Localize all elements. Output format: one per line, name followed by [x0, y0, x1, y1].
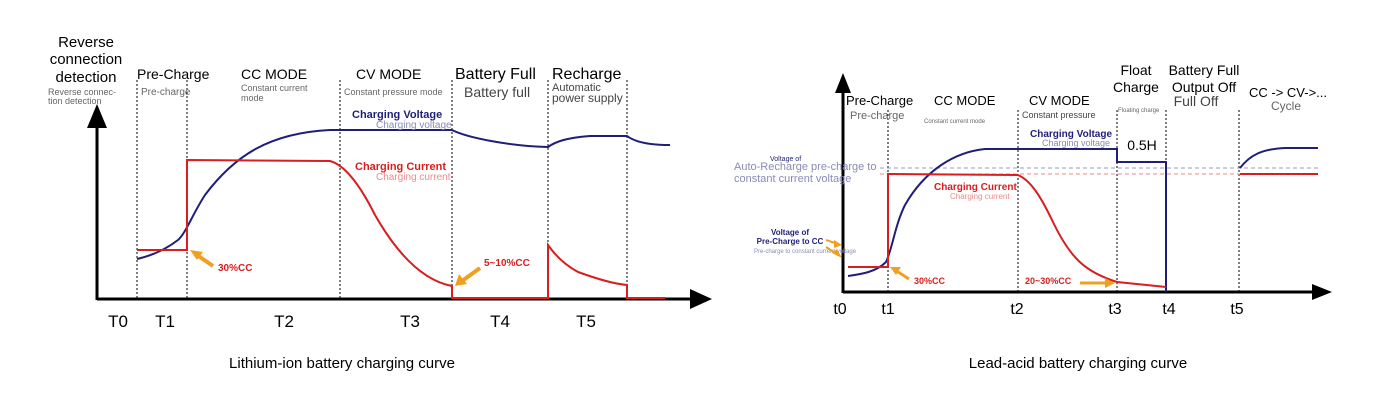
li-phase-1-sub: Pre-charge	[141, 87, 191, 98]
pb-precharge-sub: Pre-charge to constant current voltage	[754, 249, 857, 255]
li-current-label: Charging Current	[355, 161, 446, 173]
li-arrow-5-10cc	[455, 266, 482, 286]
pb-voltage-sub: Charging voltage	[1042, 138, 1110, 148]
pb-phase-2-title: CV MODE	[1029, 93, 1090, 108]
li-time-t0: T0	[108, 312, 128, 331]
pb-phase-5-sub: Cycle	[1271, 99, 1301, 113]
pb-ann-20-30cc: 20~30%CC	[1025, 276, 1072, 286]
pb-time-t3: t3	[1108, 301, 1121, 318]
li-voltage-sub: Charging voltage	[376, 120, 452, 131]
li-current-sub: Charging current	[376, 172, 451, 183]
pb-y-axis-arrow	[835, 73, 851, 93]
lithium-ion-diagram: Reverse connection detection Reverse con…	[48, 34, 712, 372]
pb-phase-4-title2: Output Off	[1172, 79, 1236, 95]
pb-phase-3-title2: Charge	[1113, 79, 1159, 95]
li-caption: Lithium-ion battery charging curve	[229, 355, 455, 372]
li-phase-0-title: Reverse	[58, 34, 114, 51]
li-time-t4: T4	[490, 312, 510, 331]
pb-phase-4-title: Battery Full	[1169, 62, 1240, 78]
pb-arrow-30cc	[890, 267, 910, 281]
li-phase-dividers	[136, 80, 628, 298]
pb-time-t1: t1	[881, 301, 894, 318]
pb-x-axis-arrow	[1312, 284, 1332, 300]
pb-phase-1-sub: Constant current mode	[924, 119, 986, 125]
li-phase-4-title: Battery Full	[455, 66, 536, 83]
pb-time-t5: t5	[1230, 301, 1243, 318]
pb-phase-0-title: Pre-Charge	[846, 93, 913, 108]
pb-arrow-precharge	[825, 239, 842, 258]
li-x-axis-arrow	[690, 289, 712, 309]
li-phase-0-sub2: tion detection	[48, 96, 102, 106]
li-voltage-label: Charging Voltage	[352, 109, 442, 121]
pb-phase-2-sub: Constant pressure	[1022, 110, 1096, 120]
pb-phase-3-title: Float	[1120, 62, 1151, 78]
li-phase-4-sub: Battery full	[464, 84, 530, 100]
li-phase-5-title: Recharge	[552, 66, 621, 83]
li-phase-2-sub: Constant current	[241, 83, 308, 93]
li-time-t1: T1	[155, 312, 175, 331]
li-time-t2: T2	[274, 312, 294, 331]
li-phase-2-title: CC MODE	[241, 66, 307, 82]
li-phase-0-title2: connection	[50, 51, 123, 68]
pb-phase-1-title: CC MODE	[934, 93, 996, 108]
li-phase-1-title: Pre-Charge	[137, 66, 210, 82]
pb-recharge-sub2: constant current voltage	[734, 173, 851, 185]
pb-phase-5-title: CC -> CV->...	[1249, 85, 1327, 100]
pb-current-sub: Charging current	[950, 192, 1010, 201]
pb-float-time: 0.5H	[1127, 137, 1157, 153]
li-phase-5-sub2: power supply	[552, 91, 623, 105]
li-voltage-curve	[136, 129, 671, 260]
pb-recharge-label: Voltage of	[770, 156, 801, 163]
li-y-axis-arrow	[87, 104, 107, 128]
pb-precharge-label: Voltage of	[771, 228, 809, 237]
pb-phase-4-sub: Full Off	[1174, 93, 1219, 109]
pb-voltage-label: Charging Voltage	[1030, 129, 1112, 140]
li-time-t3: T3	[400, 312, 420, 331]
li-arrow-30cc	[190, 250, 215, 268]
pb-precharge-label2: Pre-Charge to CC	[757, 237, 824, 246]
pb-caption: Lead-acid battery charging curve	[969, 355, 1187, 372]
pb-current-label: Charging Current	[934, 182, 1017, 193]
pb-recharge-sub: Auto-Recharge pre-charge to	[734, 161, 876, 173]
pb-phase-0-sub: Pre-charge	[850, 110, 904, 122]
pb-arrow-20-30cc	[1080, 278, 1115, 288]
li-phase-5-sub: Automatic	[552, 82, 601, 94]
li-phase-3-title: CV MODE	[356, 66, 421, 82]
li-ann-5-10cc: 5~10%CC	[484, 258, 530, 269]
pb-time-t2: t2	[1010, 301, 1023, 318]
li-current-curve	[137, 158, 665, 299]
li-phase-0-title3: detection	[56, 69, 117, 86]
li-phase-2-sub2: mode	[241, 93, 264, 103]
pb-ann-30cc: 30%CC	[914, 276, 946, 286]
pb-current-curve	[848, 172, 1318, 288]
pb-time-t0: t0	[833, 301, 846, 318]
li-phase-0-sub: Reverse connec-	[48, 87, 116, 97]
pb-phase-3-sub: Floating charge	[1118, 108, 1160, 114]
li-phase-3-sub: Constant pressure mode	[344, 87, 443, 97]
lead-acid-diagram: Pre-Charge Pre-charge CC MODE Constant c…	[734, 62, 1332, 372]
li-ann-30cc: 30%CC	[218, 263, 252, 274]
pb-voltage-curve	[847, 147, 1318, 292]
pb-time-t4: t4	[1162, 301, 1175, 318]
li-time-t5: T5	[576, 312, 596, 331]
